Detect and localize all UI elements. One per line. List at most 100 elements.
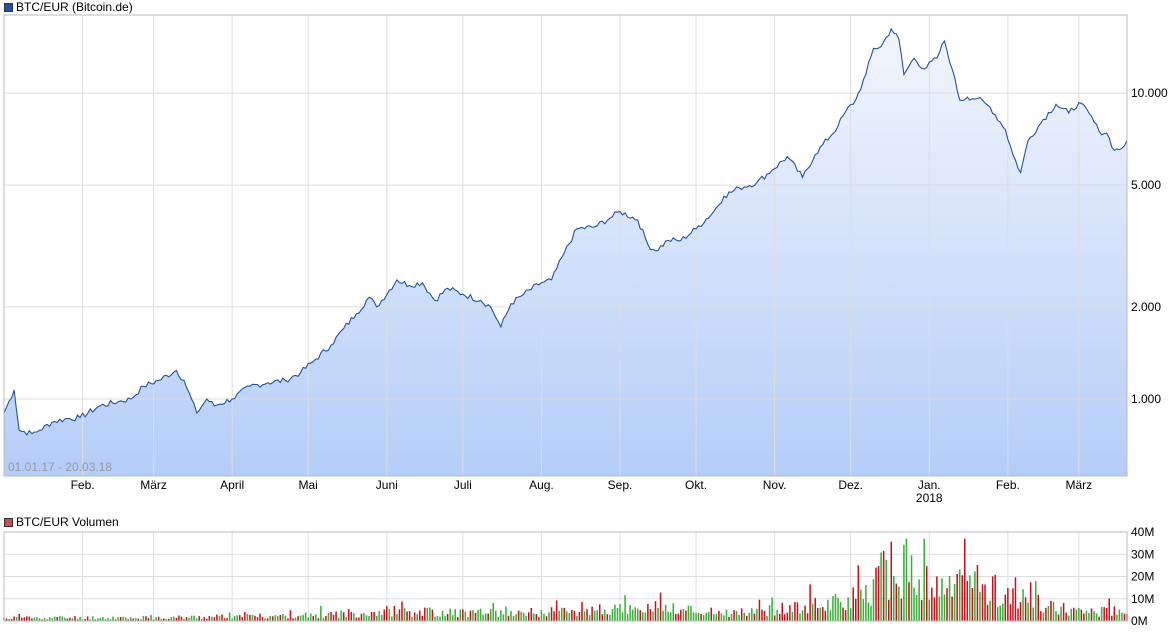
volume-bar xyxy=(5,618,8,621)
volume-bar xyxy=(1116,614,1118,621)
volume-bar xyxy=(188,617,190,621)
volume-bar xyxy=(814,598,816,621)
volume-bar xyxy=(302,614,304,621)
volume-bar xyxy=(948,576,951,621)
volume-bar xyxy=(299,615,302,621)
volume-bar xyxy=(216,614,218,621)
volume-bar xyxy=(581,602,583,621)
volume-bar xyxy=(619,604,621,621)
volume-bar xyxy=(1121,612,1123,621)
volume-bar xyxy=(413,612,416,621)
volume-bar xyxy=(758,599,761,621)
volume-bar xyxy=(700,614,702,621)
volume-bar xyxy=(994,574,996,621)
volume-bar xyxy=(522,612,525,621)
volume-bar xyxy=(1055,611,1057,621)
volume-bar xyxy=(431,609,434,621)
volume-bar xyxy=(801,610,804,621)
volume-bar xyxy=(1067,615,1070,621)
volume-bar xyxy=(553,611,555,621)
volume-bar xyxy=(535,614,538,621)
x-tick-label: Juni xyxy=(376,478,398,492)
volume-bar xyxy=(315,614,317,621)
volume-bar xyxy=(669,612,672,621)
volume-bar xyxy=(160,619,162,621)
volume-bar xyxy=(345,616,347,621)
volume-bar xyxy=(454,609,456,621)
volume-bar xyxy=(226,618,228,621)
volume-bar xyxy=(279,614,282,621)
volume-bar xyxy=(180,616,183,621)
volume-bar xyxy=(1057,614,1060,621)
volume-y-tick-label: 20M xyxy=(1131,570,1154,584)
volume-bar xyxy=(743,612,745,621)
volume-bar xyxy=(794,602,796,621)
volume-bar xyxy=(839,602,842,621)
volume-bar xyxy=(1042,612,1045,621)
volume-bar xyxy=(104,619,107,621)
volume-bar xyxy=(208,616,211,621)
volume-bar xyxy=(766,615,768,621)
volume-bar xyxy=(31,618,33,621)
price-panel: Feb. März April Mai Juni Juli Aug. Sep. Okt. Nov.… xyxy=(3,14,1168,505)
volume-bar xyxy=(626,614,629,621)
volume-bar xyxy=(287,618,289,621)
volume-bar xyxy=(173,616,175,621)
volume-bar xyxy=(1024,597,1027,621)
volume-bar xyxy=(127,619,129,621)
volume-bar xyxy=(114,619,117,621)
volume-bar xyxy=(365,615,368,621)
volume-bar xyxy=(659,592,662,621)
volume-bar xyxy=(692,612,695,621)
volume-bar xyxy=(624,595,626,621)
volume-bar xyxy=(1022,589,1024,621)
volume-bar xyxy=(576,616,578,621)
volume-bar xyxy=(474,613,477,621)
volume-bar xyxy=(322,618,325,621)
volume-bar xyxy=(1088,613,1090,621)
volume-bar xyxy=(348,609,350,621)
volume-bar xyxy=(236,615,238,621)
volume-bar xyxy=(61,616,64,621)
volume-bar xyxy=(520,611,522,621)
volume-bar xyxy=(761,609,763,621)
volume-bar xyxy=(56,617,58,621)
volume-bar xyxy=(1065,612,1067,621)
volume-bar xyxy=(337,618,340,621)
volume-bar xyxy=(221,614,223,621)
volume-bar xyxy=(811,604,814,621)
volume-bar xyxy=(426,608,429,621)
volume-bar xyxy=(89,619,91,621)
volume-bar xyxy=(206,618,208,621)
volume-bar xyxy=(1090,608,1093,621)
volume-bar xyxy=(829,610,832,621)
volume-bar xyxy=(1019,602,1022,621)
price-plot-border xyxy=(3,14,1128,477)
volume-bar xyxy=(951,596,953,621)
volume-bar xyxy=(786,612,789,621)
volume-bar xyxy=(604,609,606,621)
volume-bar xyxy=(847,597,849,621)
volume-bar xyxy=(277,616,279,621)
volume-bar xyxy=(923,538,925,621)
volume-bar xyxy=(652,611,654,621)
volume-bar xyxy=(51,618,53,621)
volume-bar xyxy=(824,610,827,621)
volume-bar xyxy=(479,608,482,621)
volume-bar xyxy=(20,617,23,621)
volume-bar xyxy=(639,610,642,621)
volume-bar xyxy=(13,616,15,621)
volume-bar xyxy=(751,608,753,621)
y-tick-label: 1.000 xyxy=(1131,392,1161,406)
volume-bar xyxy=(908,582,910,621)
volume-bar xyxy=(175,617,178,621)
volume-bar xyxy=(1032,607,1034,621)
volume-bar xyxy=(274,615,276,621)
volume-bar xyxy=(918,579,920,621)
volume-bar xyxy=(1029,582,1032,621)
volume-bar xyxy=(155,617,157,621)
x-tick-label: März xyxy=(1065,478,1092,492)
volume-bar xyxy=(687,605,690,621)
volume-bar xyxy=(733,610,735,621)
volume-bar xyxy=(525,616,527,621)
